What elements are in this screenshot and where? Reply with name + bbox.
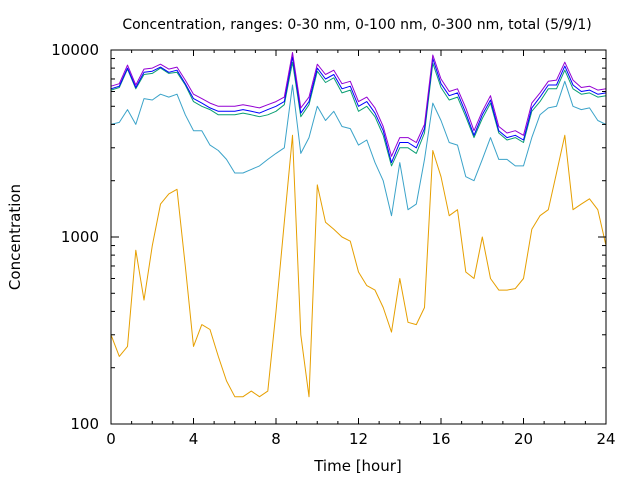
series-line-1	[110, 134, 607, 398]
x-tick-label: 12	[349, 430, 368, 448]
x-axis: 0 4 8 12 16 20 24	[106, 50, 616, 448]
x-tick-label: 8	[271, 430, 281, 448]
y-axis: 100 1000 10000	[51, 41, 606, 433]
x-tick-label: 4	[189, 430, 199, 448]
series-line-2	[110, 80, 607, 217]
series-line-4	[110, 56, 607, 164]
x-tick-label: 0	[106, 430, 116, 448]
y-tick-label: 1000	[61, 228, 99, 246]
chart-title: Concentration, ranges: 0-30 nm, 0-100 nm…	[122, 17, 591, 33]
x-tick-label: 16	[431, 430, 450, 448]
series-line-3	[110, 61, 607, 167]
series-line-5	[110, 52, 607, 157]
y-axis-label: Concentration	[6, 184, 24, 290]
x-tick-label: 24	[596, 430, 615, 448]
x-tick-label: 20	[514, 430, 533, 448]
y-tick-label: 100	[70, 415, 99, 433]
x-axis-label: Time [hour]	[313, 457, 402, 475]
series-layer	[110, 52, 607, 398]
y-tick-label: 10000	[51, 41, 99, 59]
